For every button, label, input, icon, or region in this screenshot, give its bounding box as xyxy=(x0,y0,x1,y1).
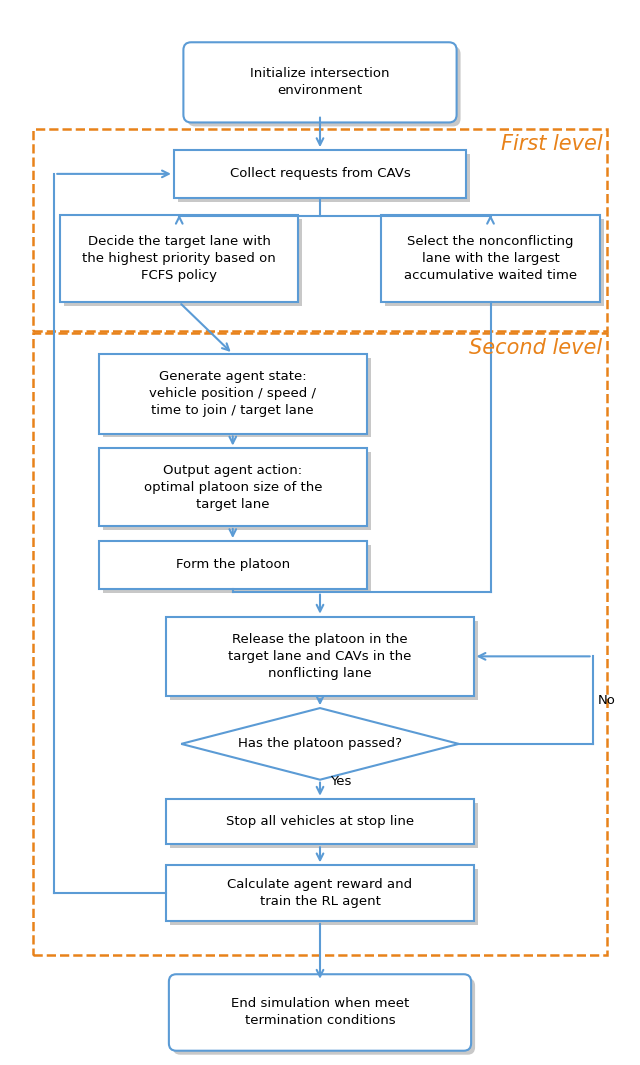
Bar xyxy=(166,617,474,697)
FancyBboxPatch shape xyxy=(184,43,456,122)
Bar xyxy=(166,799,474,845)
FancyBboxPatch shape xyxy=(169,974,471,1051)
Text: Calculate agent reward and
train the RL agent: Calculate agent reward and train the RL … xyxy=(227,879,413,908)
Bar xyxy=(99,354,367,433)
Text: No: No xyxy=(598,693,616,706)
FancyBboxPatch shape xyxy=(188,46,461,127)
Text: Initialize intersection
environment: Initialize intersection environment xyxy=(250,67,390,97)
Text: First level: First level xyxy=(501,134,602,154)
Text: Form the platoon: Form the platoon xyxy=(176,558,290,571)
Bar xyxy=(385,218,604,306)
Bar xyxy=(103,358,371,438)
Bar xyxy=(103,545,371,593)
Bar xyxy=(33,333,607,955)
Bar xyxy=(174,150,466,198)
Bar xyxy=(170,803,477,849)
Text: Output agent action:
optimal platoon size of the
target lane: Output agent action: optimal platoon siz… xyxy=(143,463,322,511)
Text: Stop all vehicles at stop line: Stop all vehicles at stop line xyxy=(226,815,414,828)
Bar xyxy=(381,215,600,302)
Bar xyxy=(33,129,607,331)
Text: Collect requests from CAVs: Collect requests from CAVs xyxy=(230,167,410,180)
Bar xyxy=(178,154,470,201)
Text: End simulation when meet
termination conditions: End simulation when meet termination con… xyxy=(231,998,409,1028)
Bar xyxy=(103,453,371,530)
Bar xyxy=(99,541,367,589)
FancyBboxPatch shape xyxy=(173,979,475,1054)
Text: Yes: Yes xyxy=(330,774,351,788)
Polygon shape xyxy=(181,708,459,780)
Text: Select the nonconflicting
lane with the largest
accumulative waited time: Select the nonconflicting lane with the … xyxy=(404,235,577,282)
Text: Has the platoon passed?: Has the platoon passed? xyxy=(238,737,402,751)
Text: Release the platoon in the
target lane and CAVs in the
nonflicting lane: Release the platoon in the target lane a… xyxy=(228,633,412,679)
Bar xyxy=(64,218,302,306)
Bar xyxy=(166,865,474,921)
Text: Generate agent state:
vehicle position / speed /
time to join / target lane: Generate agent state: vehicle position /… xyxy=(149,371,316,417)
Bar xyxy=(170,621,477,700)
Text: Decide the target lane with
the highest priority based on
FCFS policy: Decide the target lane with the highest … xyxy=(83,235,276,282)
Bar xyxy=(99,448,367,526)
Text: Second level: Second level xyxy=(469,338,602,358)
Bar xyxy=(170,869,477,924)
Bar xyxy=(60,215,298,302)
